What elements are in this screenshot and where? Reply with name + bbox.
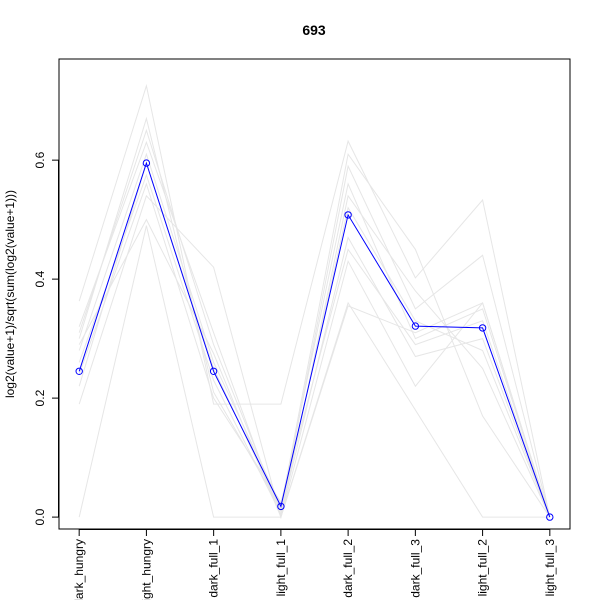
background-series-line-5 (78, 152, 551, 518)
x-axis: dark_hungry light_hungry dark_full_1 light_… (72, 529, 557, 600)
y-tick-label: 0.6 (33, 151, 47, 168)
x-tick-label: light_full_1 (274, 539, 288, 597)
background-series-line-8 (78, 140, 551, 519)
x-tick-label: dark_full_1 (207, 539, 221, 598)
background-series-line-6 (78, 116, 551, 518)
y-tick-label: 0.2 (33, 389, 47, 406)
background-series-line-9 (78, 182, 551, 518)
highlight-point-light_full_1 (277, 502, 285, 511)
plot-frame (58, 58, 571, 530)
x-tick-label: light_hungry (139, 539, 153, 600)
background-series-line-11 (78, 218, 551, 519)
x-tick-label: light_full_2 (476, 539, 490, 597)
highlight-point-dark_full_1 (209, 367, 218, 375)
x-tick-label: light_full_3 (543, 539, 557, 597)
x-tick-label: dark_full_3 (408, 539, 422, 598)
highlight-series-line (78, 161, 551, 518)
highlight-series-group (75, 159, 554, 521)
highlight-point-light_full_3 (546, 513, 554, 521)
background-series-line-4 (78, 128, 551, 518)
highlight-point-light_hungry (142, 159, 151, 167)
highlight-point-dark_full_2 (344, 211, 352, 219)
y-axis-label: log2(value+1)/sqrt(sum(log2(value+1))) (3, 190, 17, 398)
x-tick-label: dark_full_2 (341, 539, 355, 598)
background-series-line-1 (78, 83, 551, 518)
x-tick-label: dark_hungry (72, 539, 86, 600)
y-axis: 0.0 0.2 0.4 0.6 (33, 151, 59, 525)
chart-title: 693 (302, 22, 326, 38)
background-series-group (78, 83, 551, 520)
y-tick-label: 0.0 (33, 508, 47, 525)
highlight-point-dark_hungry (75, 367, 83, 375)
highlight-point-dark_full_3 (411, 322, 420, 330)
background-series-line-2 (78, 225, 550, 518)
y-tick-label: 0.4 (33, 270, 47, 287)
highlight-point-light_full_2 (478, 324, 487, 332)
